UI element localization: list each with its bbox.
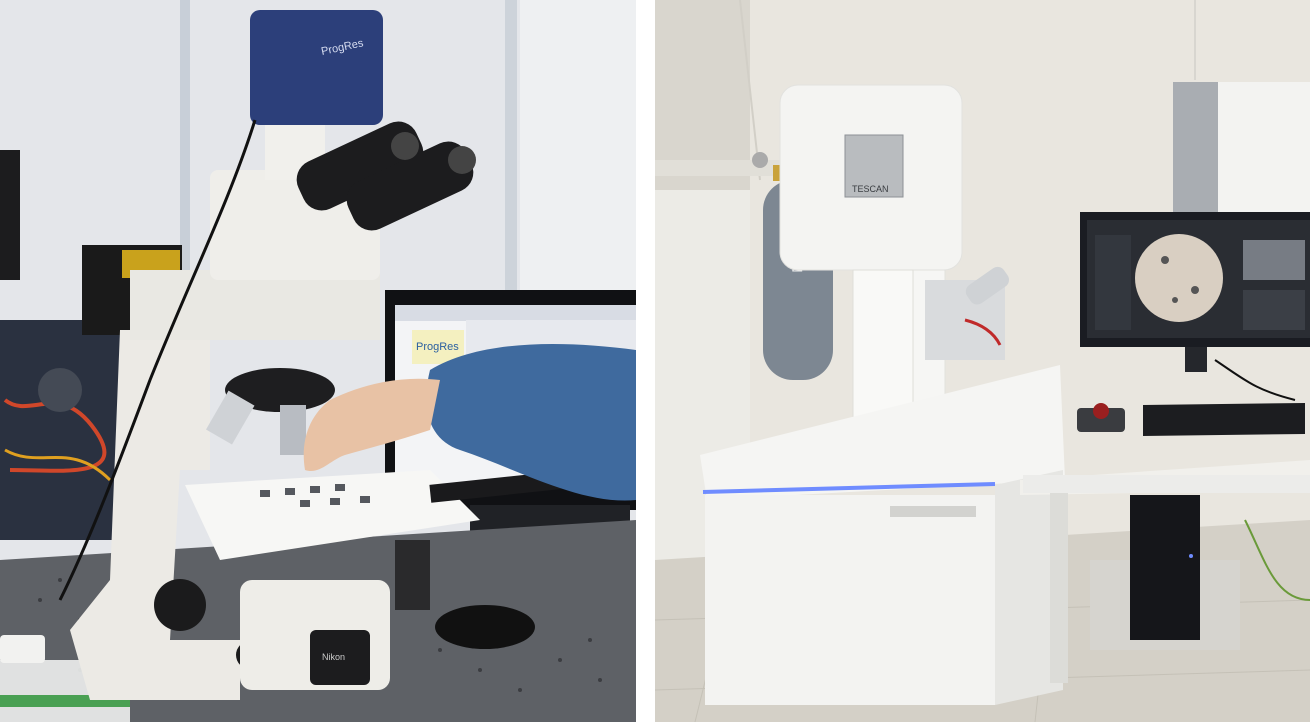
- sample-slides: [260, 484, 370, 507]
- pressure-gauge: [752, 152, 768, 168]
- objective-lens: [206, 390, 255, 445]
- sample-pin: [1172, 297, 1178, 303]
- sem-console-top: [700, 365, 1065, 500]
- window-light: [520, 0, 636, 290]
- sample-box: [0, 635, 45, 663]
- sem-nameplate: [890, 506, 976, 517]
- sem-scene: 질 TESCAN: [655, 0, 1310, 722]
- screen-toolbar: [395, 305, 636, 321]
- microscope-base: [70, 330, 240, 700]
- monitor-stand: [1185, 347, 1207, 372]
- wall-edge: [739, 0, 761, 181]
- eyepieces: [296, 121, 476, 231]
- stage-holder: [429, 471, 561, 503]
- chamber-view: [1243, 240, 1305, 280]
- trackball-base: [1077, 408, 1125, 432]
- microscope-brand: Nikon: [322, 652, 345, 662]
- desk-edge: [1023, 475, 1310, 493]
- cable-green: [1244, 519, 1310, 601]
- wall-cabinet: [1218, 82, 1310, 212]
- detector-port: [965, 266, 1010, 305]
- trackball: [1093, 403, 1109, 419]
- focus-knob: [154, 579, 206, 631]
- sem-photo: 질 TESCAN: [655, 0, 1310, 722]
- base-control-panel: [310, 630, 370, 685]
- electronics-rack: [0, 320, 120, 540]
- pc-power-led: [1189, 554, 1193, 558]
- nosepiece: [225, 368, 335, 412]
- camera-cable: [58, 119, 257, 601]
- histogram-panel: [1243, 290, 1305, 330]
- microscope-arm: [130, 270, 380, 340]
- curtain-fold: [505, 0, 517, 300]
- pc-tower: [1130, 495, 1200, 640]
- microscope-camera: [250, 10, 383, 125]
- sem-console-side: [995, 470, 1063, 705]
- detector-cable: [964, 318, 1002, 346]
- curtain-fold: [180, 0, 190, 300]
- sample-cloth: [185, 470, 480, 560]
- lamp-housing: [395, 540, 430, 610]
- gas-pipe: [655, 160, 785, 176]
- screen-app-name: ProgRes: [416, 341, 459, 353]
- sem-column-flap: [852, 269, 914, 421]
- sem-logo-plate: [844, 134, 904, 198]
- sample-pin: [1161, 256, 1169, 264]
- sem-sample-image: [1135, 234, 1223, 322]
- sem-led-strip: [702, 482, 996, 494]
- sem-console-body: [705, 495, 995, 705]
- cable-red: [3, 398, 107, 473]
- side-monitor: [0, 150, 20, 280]
- sweater-sleeve: [426, 344, 636, 501]
- computer-mouse: [435, 605, 535, 649]
- cable-bundle: [1214, 359, 1296, 401]
- microscope-scene: ProgRes SAMSUNG ProgRes: [0, 0, 636, 722]
- desk-leg: [1050, 493, 1068, 683]
- wall-rack: [1173, 82, 1218, 212]
- cable-yellow: [4, 448, 112, 482]
- hand: [303, 378, 440, 472]
- microscope-photo: ProgRes SAMSUNG ProgRes: [0, 0, 636, 722]
- cooling-fan: [38, 368, 82, 412]
- sample-pin: [1191, 286, 1199, 294]
- sem-brand: TESCAN: [852, 184, 889, 194]
- keyboard: [1143, 403, 1305, 436]
- objective-lens: [280, 405, 306, 455]
- software-sidebar: [1095, 235, 1131, 330]
